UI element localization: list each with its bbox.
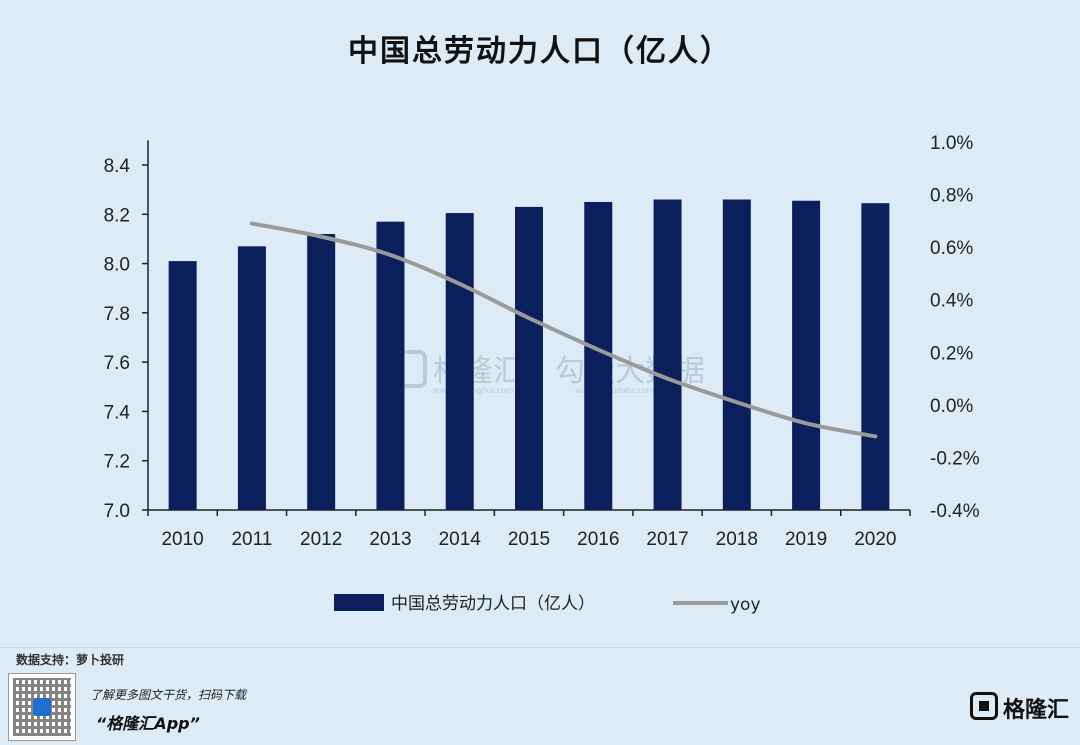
x-tick-label: 2011 <box>231 529 272 550</box>
bar <box>445 213 474 510</box>
yoy-line <box>249 221 878 439</box>
y-tick-right-label: 0.8% <box>930 186 973 207</box>
y-tick-right-label: -0.2% <box>930 448 980 469</box>
chart-svg: 格隆汇 www.gelonghui.com 勾股大数据 www.gogudata… <box>104 133 980 615</box>
x-tick-label: 2018 <box>716 529 758 550</box>
y-tick-right-label: 1.0% <box>930 133 973 154</box>
x-tick-label: 2020 <box>854 529 896 550</box>
y-tick-left-label: 7.0 <box>104 501 130 522</box>
y-tick-right-label: 0.2% <box>930 343 973 364</box>
legend-label-bar: 中国总劳动力人口（亿人） <box>391 594 595 614</box>
y-tick-right-label: 0.6% <box>930 238 973 259</box>
x-tick-label: 2010 <box>161 529 203 550</box>
qr-code-icon <box>8 673 76 741</box>
promo-text: 了解更多图文干货，扫码下载 <box>90 688 247 702</box>
chart-title: 中国总劳动力人口（亿人） <box>348 34 732 69</box>
bar <box>861 203 890 511</box>
app-name: “格隆汇App” <box>96 714 200 733</box>
yoy-series-line <box>249 221 878 439</box>
footer-divider <box>0 647 1080 648</box>
ticks: 7.0 7.2 7.4 7.6 7.8 8.0 8.2 8.4 -0.4% -0.2% 0.0% 0.… <box>104 133 980 550</box>
y-tick-left-label: 7.2 <box>104 452 130 473</box>
data-source: 数据支持：萝卜投研 <box>16 653 125 667</box>
x-tick-label: 2017 <box>646 529 688 550</box>
bar <box>792 200 821 510</box>
brand-logo-icon <box>970 692 998 720</box>
x-tick-label: 2015 <box>508 529 550 550</box>
bar <box>307 234 336 510</box>
x-tick-label: 2016 <box>577 529 619 550</box>
y-tick-right-label: 0.4% <box>930 291 973 312</box>
watermark-data-url: www.gogudata.com <box>575 386 654 395</box>
brand-name: 格隆汇 <box>1003 698 1070 723</box>
legend-swatch-bar <box>334 594 384 611</box>
bar <box>722 199 751 510</box>
bar <box>168 261 197 510</box>
footer: 数据支持：萝卜投研 了解更多图文干货，扫码下载 “格隆汇App” 格隆汇 <box>0 640 1080 745</box>
y-tick-left-label: 8.2 <box>104 205 130 226</box>
x-tick-label: 2012 <box>300 529 342 550</box>
legend: 中国总劳动力人口（亿人） yoy <box>334 594 761 615</box>
bars <box>168 199 890 511</box>
x-tick-label: 2019 <box>785 529 827 550</box>
y-tick-right-label: -0.4% <box>930 501 980 522</box>
y-tick-left-label: 7.6 <box>104 353 130 374</box>
bar <box>515 206 543 510</box>
x-tick-label: 2014 <box>439 529 482 550</box>
y-tick-left-label: 8.4 <box>104 156 131 177</box>
bar <box>376 221 405 510</box>
x-tick-label: 2013 <box>369 529 411 550</box>
bar <box>653 199 682 510</box>
y-tick-left-label: 8.0 <box>104 255 130 276</box>
y-tick-right-label: 0.0% <box>930 396 973 417</box>
bar <box>237 246 266 511</box>
y-tick-left-label: 7.4 <box>104 402 131 423</box>
bar <box>584 201 613 510</box>
legend-label-line: yoy <box>730 595 761 615</box>
y-tick-left-label: 7.8 <box>104 304 130 325</box>
